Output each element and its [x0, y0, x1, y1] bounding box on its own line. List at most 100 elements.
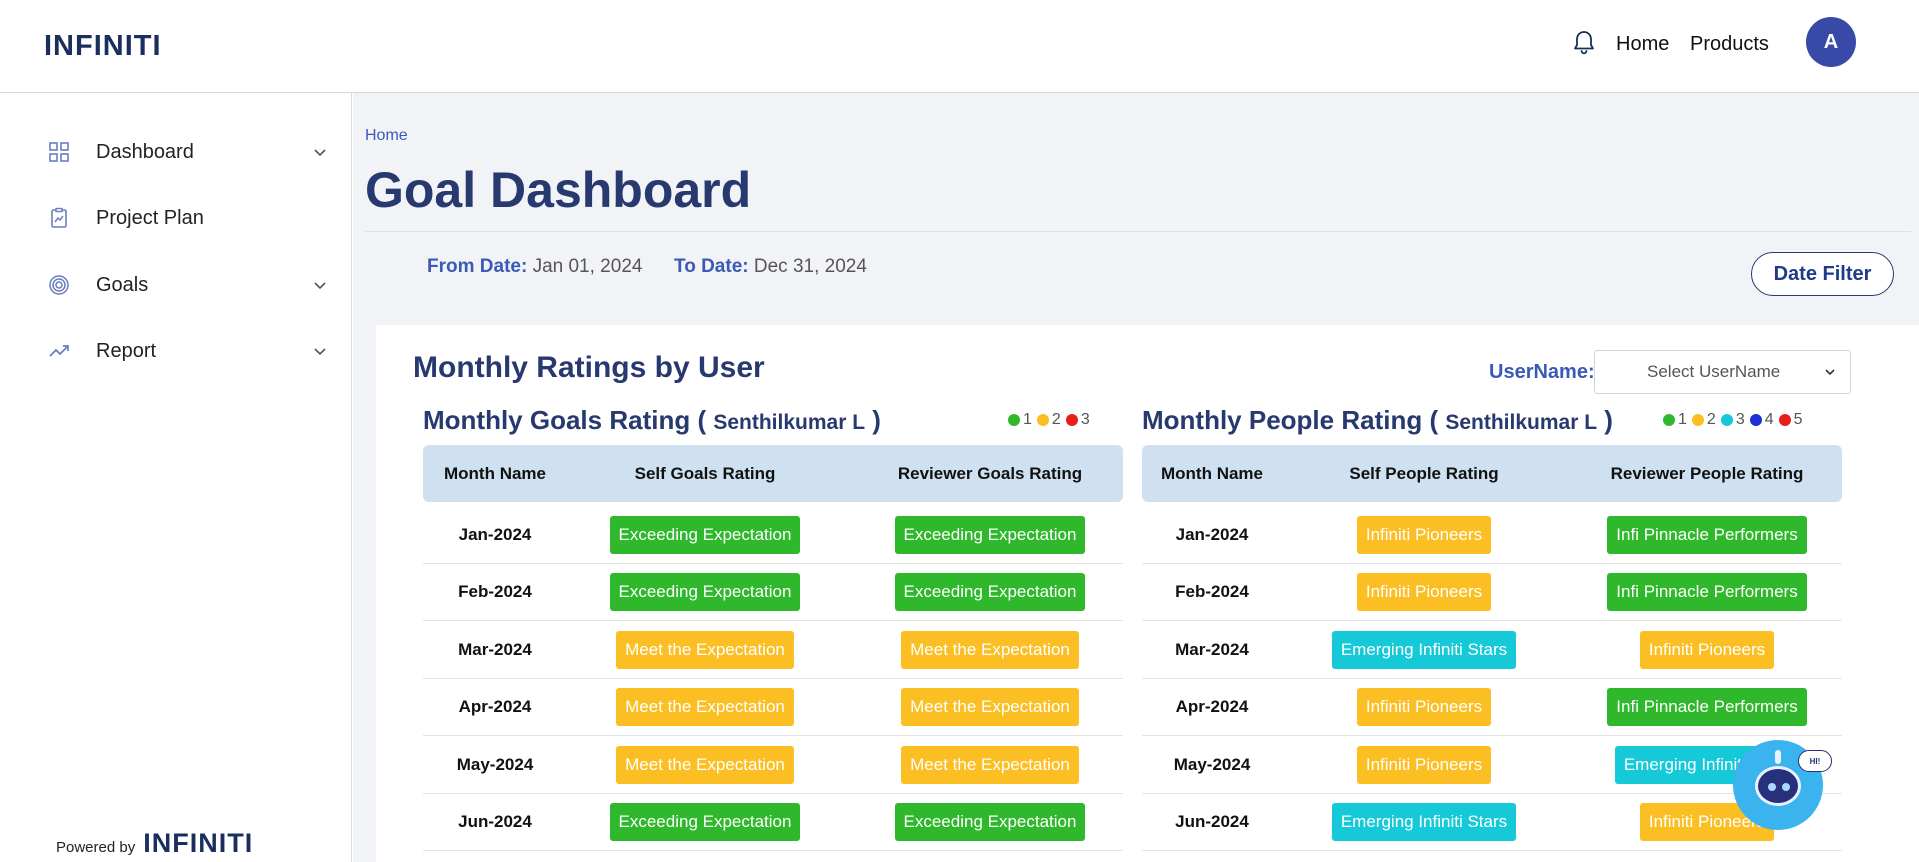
breadcrumb[interactable]: Home: [365, 127, 408, 144]
table-row: Jan-2024 Infiniti Pioneers Infi Pinnacle P…: [1142, 506, 1842, 564]
col-reviewer-goals-rating: Reviewer Goals Rating: [897, 463, 1083, 483]
month-cell: Jun-2024: [1175, 812, 1249, 831]
rating-badge: Emerging Infiniti Stars: [1331, 803, 1517, 841]
col-month-name: Month Name: [1161, 463, 1263, 483]
username-label: UserName:: [1489, 361, 1595, 383]
sidebar-item-label: Report: [96, 339, 157, 362]
rating-badge: Infiniti Pioneers: [1639, 630, 1775, 669]
rating-badge: Exceeding Expectation: [609, 573, 801, 611]
user-avatar[interactable]: A: [1806, 17, 1856, 67]
goals-table-body: Jan-2024 Exceeding Expectation Exceeding E…: [423, 506, 1123, 851]
legend-dot: [1749, 414, 1762, 426]
reviewer-rating-cell: Infiniti Pioneers: [1582, 621, 1832, 678]
legend-dot: [1036, 414, 1049, 426]
rating-badge: Emerging Infiniti Stars: [1331, 630, 1517, 669]
self-rating-cell: Meet the Expectation: [605, 736, 805, 793]
month-cell: Mar-2024: [1175, 639, 1249, 659]
reviewer-rating-cell: Meet the Expectation: [875, 679, 1105, 736]
main-content: Home Goal Dashboard From Date: Jan 01, 2…: [353, 93, 1919, 862]
powered-by-text: Powered by: [56, 839, 136, 856]
brand-logo[interactable]: INFINITI: [44, 30, 162, 62]
month-cell: Jan-2024: [458, 524, 532, 544]
nav-home-link[interactable]: Home: [1616, 33, 1670, 55]
self-rating-cell: Exceeding Expectation: [605, 794, 805, 851]
reviewer-rating-cell: Meet the Expectation: [875, 621, 1105, 678]
ratings-card: Monthly Ratings by User UserName: Select…: [376, 325, 1919, 862]
month-cell: Jan-2024: [1175, 524, 1249, 544]
self-rating-cell: Emerging Infiniti Stars: [1324, 621, 1524, 678]
target-icon: [49, 275, 69, 295]
self-rating-cell: Meet the Expectation: [605, 679, 805, 736]
powered-by: Powered by INFINITI: [56, 828, 253, 859]
legend-dot: [1720, 414, 1733, 426]
legend-label: 2: [1051, 411, 1061, 428]
legend-label: 5: [1793, 411, 1803, 428]
robot-eye: [1782, 783, 1790, 791]
chatbot-antenna: [1775, 750, 1781, 764]
table-row: Jan-2024 Exceeding Expectation Exceeding E…: [423, 506, 1123, 564]
legend-dot: [1691, 414, 1704, 426]
table-row: Apr-2024 Infiniti Pioneers Infi Pinnacle P…: [1142, 679, 1842, 736]
table-row: May-2024 Meet the Expectation Meet the Exp…: [423, 736, 1123, 794]
rating-badge: Meet the Expectation: [616, 745, 794, 784]
col-reviewer-people-rating: Reviewer People Rating: [1610, 463, 1804, 483]
rating-badge: Meet the Expectation: [901, 630, 1079, 669]
people-table-header: Month Name Self People Rating Reviewer P…: [1142, 445, 1842, 502]
table-row: Jun-2024 Exceeding Expectation Exceeding E…: [423, 794, 1123, 851]
legend-label: 3: [1735, 411, 1745, 428]
from-date-label: From Date:: [427, 256, 528, 277]
grid-icon: [49, 142, 69, 162]
sidebar-item-label: Dashboard: [96, 140, 194, 163]
robot-eye: [1768, 783, 1776, 791]
legend-label: 3: [1080, 411, 1090, 428]
bell-icon[interactable]: [1572, 30, 1596, 56]
rating-badge: Infiniti Pioneers: [1356, 745, 1492, 784]
clipboard-chart-icon: [51, 207, 67, 228]
month-cell: Apr-2024: [458, 697, 532, 716]
month-cell: Mar-2024: [458, 639, 532, 659]
goals-legend: 1 2 3: [1006, 411, 1090, 429]
reviewer-rating-cell: Infi Pinnacle Performers: [1582, 564, 1832, 621]
sidebar: Dashboard Project Plan Goals Report Powe…: [0, 93, 352, 862]
sidebar-item-dashboard[interactable]: Dashboard: [0, 130, 352, 174]
reviewer-rating-cell: Exceeding Expectation: [875, 564, 1105, 621]
nav-products-link[interactable]: Products: [1690, 33, 1769, 55]
username-select-value: Select UserName: [1647, 362, 1781, 381]
self-rating-cell: Infiniti Pioneers: [1324, 564, 1524, 621]
legend-dot: [1663, 414, 1675, 426]
rating-badge: Exceeding Expectation: [609, 515, 801, 554]
self-rating-cell: Emerging Infiniti Stars: [1324, 794, 1524, 851]
username-select[interactable]: Select UserName: [1594, 350, 1851, 394]
self-rating-cell: Meet the Expectation: [605, 621, 805, 678]
goals-title-close: ): [872, 405, 881, 435]
col-self-people-rating: Self People Rating: [1349, 463, 1499, 483]
month-cell: Apr-2024: [1175, 697, 1249, 716]
sidebar-item-report[interactable]: Report: [0, 329, 352, 373]
rating-badge: Infiniti Pioneers: [1356, 573, 1492, 611]
to-date-label: To Date:: [674, 256, 749, 277]
legend-dot: [1008, 414, 1020, 426]
chatbot-button[interactable]: [1733, 740, 1823, 830]
divider: [365, 231, 1911, 232]
self-rating-cell: Infiniti Pioneers: [1324, 679, 1524, 736]
people-title-text: Monthly People Rating (: [1142, 405, 1439, 435]
reviewer-rating-cell: Exceeding Expectation: [875, 794, 1105, 851]
month-cell: May-2024: [456, 754, 534, 774]
rating-badge: Infi Pinnacle Performers: [1607, 688, 1807, 726]
people-title-close: ): [1604, 405, 1613, 435]
to-date: To Date: Dec 31, 2024: [674, 256, 867, 278]
sidebar-item-label: Goals: [96, 273, 149, 296]
chevron-down-icon: [314, 348, 326, 356]
legend-dot: [1065, 414, 1078, 426]
reviewer-rating-cell: Exceeding Expectation: [875, 506, 1105, 563]
rating-badge: Infiniti Pioneers: [1356, 515, 1492, 554]
self-rating-cell: Exceeding Expectation: [605, 564, 805, 621]
date-filter-button[interactable]: Date Filter: [1751, 252, 1894, 296]
goals-user-name: Senthilkumar L: [713, 411, 866, 434]
table-row: Apr-2024 Meet the Expectation Meet the Exp…: [423, 679, 1123, 736]
sidebar-item-project-plan[interactable]: Project Plan: [0, 196, 352, 240]
robot-icon: [1755, 766, 1801, 806]
col-month-name: Month Name: [444, 463, 546, 483]
sidebar-item-goals[interactable]: Goals: [0, 263, 352, 307]
reviewer-rating-cell: Infi Pinnacle Performers: [1582, 506, 1832, 563]
